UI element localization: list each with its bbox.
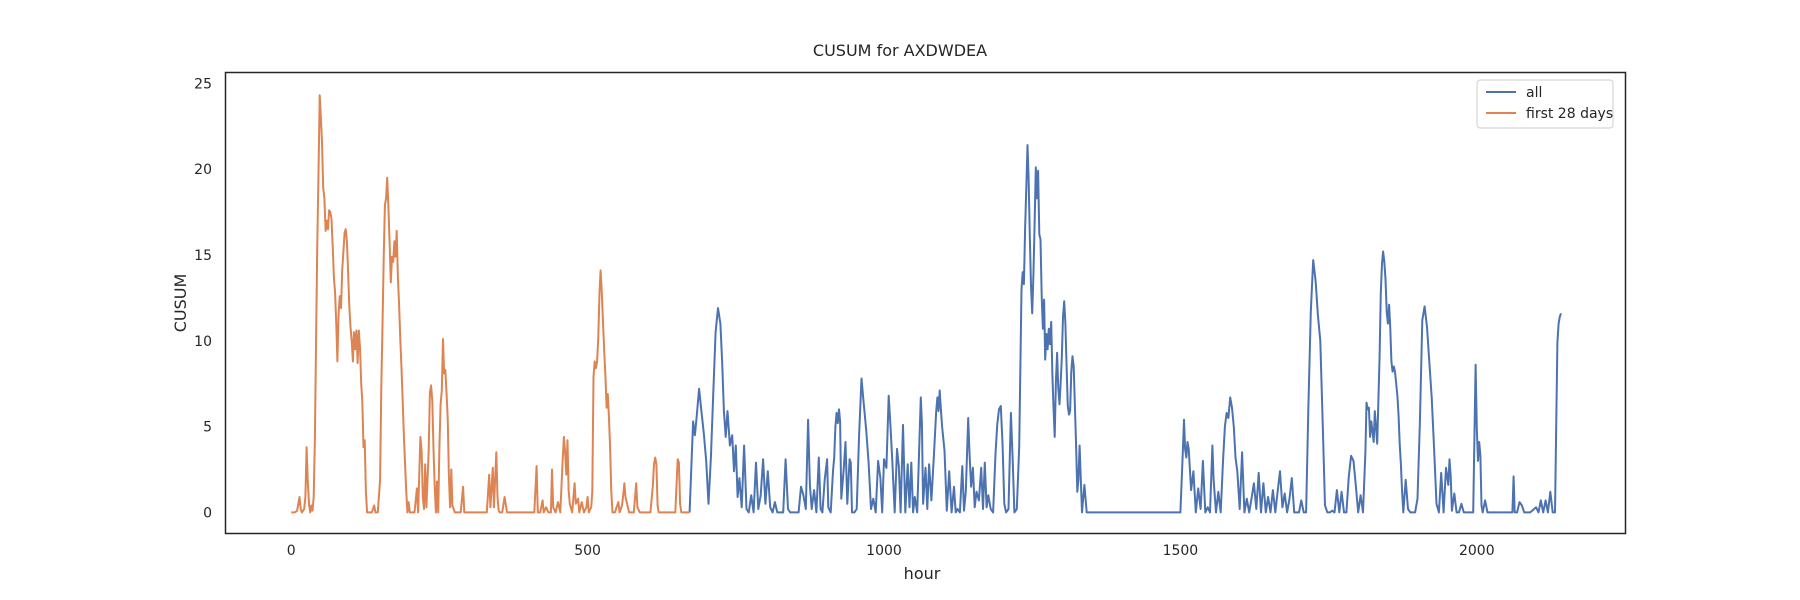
legend: all first 28 days [1476, 79, 1614, 129]
chart-title: CUSUM for AXDWDEA [813, 41, 987, 60]
legend-label-first-28-days: first 28 days [1526, 106, 1613, 122]
x-axis-label: hour [904, 564, 941, 583]
x-tick-label: 1000 [866, 543, 902, 559]
legend-label-all: all [1526, 85, 1542, 101]
plot-frame [224, 71, 1627, 535]
y-axis-label: CUSUM [171, 274, 190, 333]
y-tick-label: 10 [194, 334, 212, 350]
x-tick-label: 2000 [1459, 543, 1495, 559]
y-axis-ticks: 0 5 10 15 20 25 [194, 76, 212, 521]
y-tick-label: 15 [194, 248, 212, 264]
x-tick-label: 500 [574, 543, 601, 559]
x-axis-ticks: 0 500 1000 1500 2000 [287, 543, 1495, 559]
y-tick-label: 25 [194, 76, 212, 92]
x-tick-label: 0 [287, 543, 296, 559]
y-tick-label: 20 [194, 162, 212, 178]
plot-area [291, 94, 1562, 514]
y-tick-label: 5 [203, 420, 212, 436]
series-line-all [688, 144, 1562, 514]
x-tick-label: 1500 [1163, 543, 1199, 559]
series-line-first-28-days [291, 94, 690, 514]
y-tick-label: 0 [203, 505, 212, 521]
